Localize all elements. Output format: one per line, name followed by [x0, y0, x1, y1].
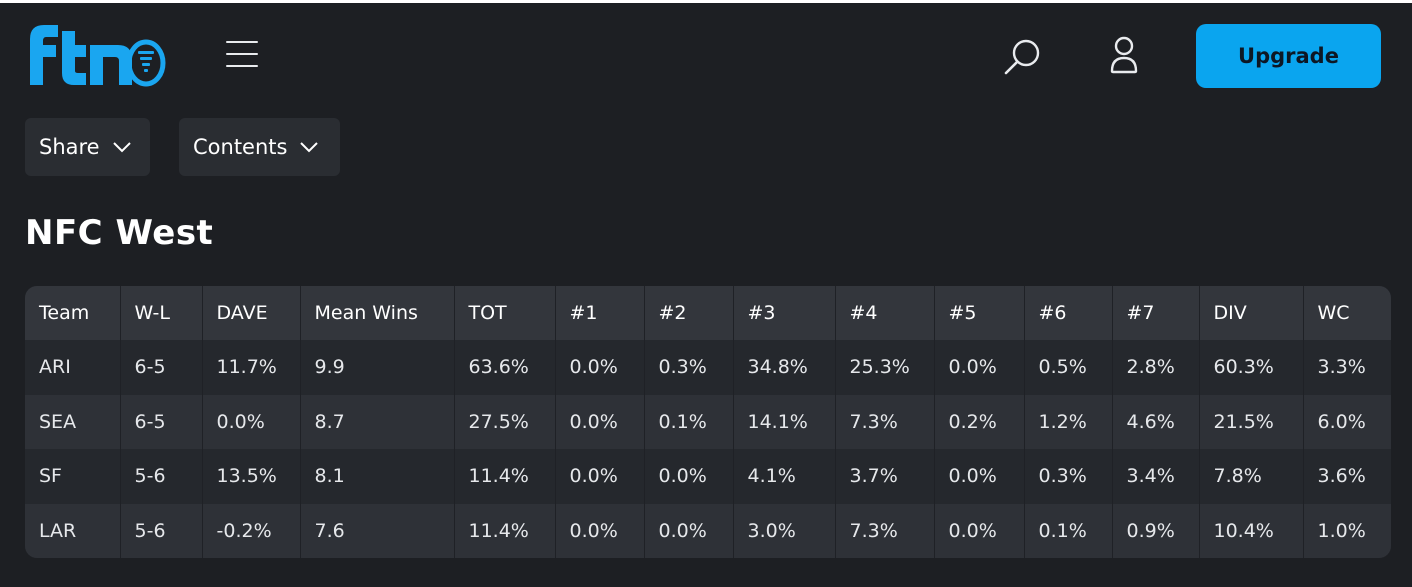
table-cell: 6-5: [120, 340, 203, 395]
column-header: #1: [555, 286, 645, 340]
standings-table: Team W-L DAVE Mean Wins TOT #1 #2 #3 #4 #5 #6 #7 DIV…: [25, 286, 1391, 558]
table-cell: 2.8%: [1112, 340, 1200, 395]
table-cell: 4.1%: [733, 449, 836, 504]
table-cell: 0.3%: [1024, 449, 1113, 504]
table-cell: 25.3%: [835, 340, 935, 395]
table-cell: 5-6: [120, 449, 203, 504]
upgrade-button[interactable]: Upgrade: [1196, 24, 1381, 88]
hamburger-icon: [226, 41, 258, 43]
table-row: SF 5-6 13.5% 8.1 11.4% 0.0% 0.0% 4.1% 3.7% 0.0% 0.…: [25, 449, 1391, 504]
share-dropdown[interactable]: Share: [25, 118, 150, 176]
column-header: TOT: [454, 286, 556, 340]
search-icon: [1004, 39, 1040, 75]
team-cell: ARI: [25, 340, 121, 395]
table-cell: 34.8%: [733, 340, 836, 395]
contents-label: Contents: [193, 135, 288, 159]
table-cell: 0.0%: [644, 503, 734, 558]
table-cell: 11.4%: [454, 503, 556, 558]
table-cell: 7.6: [300, 503, 455, 558]
contents-dropdown[interactable]: Contents: [179, 118, 340, 176]
team-cell: SF: [25, 449, 121, 504]
column-header: #6: [1024, 286, 1113, 340]
column-header: DAVE: [202, 286, 301, 340]
table-cell: 0.0%: [555, 449, 645, 504]
table-row: ARI 6-5 11.7% 9.9 63.6% 0.0% 0.3% 34.8% 25.3% 0.0…: [25, 340, 1391, 395]
team-cell: LAR: [25, 503, 121, 558]
chevron-down-icon: [112, 142, 131, 153]
chevron-down-icon: [300, 142, 319, 153]
table-cell: 3.7%: [835, 449, 935, 504]
column-header: WC: [1317, 302, 1350, 324]
table-cell: 0.1%: [1024, 503, 1113, 558]
table-cell: 3.4%: [1112, 449, 1200, 504]
search-button[interactable]: [1002, 37, 1044, 79]
table-header-row: Team W-L DAVE Mean Wins TOT #1 #2 #3 #4 #5 #6 #7 DIV…: [25, 286, 1391, 340]
table-row: LAR 5-6 -0.2% 7.6 11.4% 0.0% 0.0% 3.0% 7.3% 0.0% 0…: [25, 503, 1391, 558]
table-cell: 0.0%: [202, 394, 301, 449]
column-header: #5: [934, 286, 1025, 340]
site-header: Upgrade: [0, 3, 1412, 103]
table-cell: 11.7%: [202, 340, 301, 395]
table-cell: 0.0%: [555, 503, 645, 558]
table-cell: 14.1%: [733, 394, 836, 449]
column-header: #7: [1112, 286, 1200, 340]
table-cell: 0.2%: [934, 394, 1025, 449]
table-cell: 0.1%: [644, 394, 734, 449]
ftn-logo[interactable]: [28, 21, 168, 87]
column-header: Mean Wins: [300, 286, 455, 340]
table-cell: 0.0%: [644, 449, 734, 504]
table-cell: 7.8%: [1199, 449, 1304, 504]
column-header: W-L: [120, 286, 203, 340]
table-cell: 0.5%: [1024, 340, 1113, 395]
table-cell: 27.5%: [454, 394, 556, 449]
menu-button[interactable]: [226, 41, 260, 69]
account-button[interactable]: [1104, 35, 1144, 79]
section-title: NFC West: [25, 213, 214, 253]
share-label: Share: [39, 135, 100, 159]
table-cell: 4.6%: [1112, 394, 1200, 449]
table-row: SEA 6-5 0.0% 8.7 27.5% 0.0% 0.1% 14.1% 7.3% 0.2% 1…: [25, 394, 1391, 449]
table-cell: 10.4%: [1199, 503, 1304, 558]
table-cell: 6.0%: [1317, 410, 1366, 433]
table-cell: 63.6%: [454, 340, 556, 395]
column-header: #3: [733, 286, 836, 340]
table-cell: 60.3%: [1199, 340, 1304, 395]
table-cell: 3.6%: [1317, 465, 1366, 488]
column-header: DIV: [1199, 286, 1304, 340]
table-cell: 0.0%: [555, 394, 645, 449]
table-cell: 3.0%: [733, 503, 836, 558]
table-cell: 0.0%: [555, 340, 645, 395]
table-cell: -0.2%: [202, 503, 301, 558]
table-cell: 7.3%: [835, 503, 935, 558]
table-cell: 0.9%: [1112, 503, 1200, 558]
top-border: [0, 0, 1412, 3]
column-header: Team: [25, 286, 121, 340]
table-cell: 0.0%: [934, 340, 1025, 395]
user-icon: [1110, 36, 1138, 74]
table-cell: 0.0%: [934, 449, 1025, 504]
table-cell: 5-6: [120, 503, 203, 558]
table-cell: 6-5: [120, 394, 203, 449]
table-cell: 21.5%: [1199, 394, 1304, 449]
table-cell: 7.3%: [835, 394, 935, 449]
table-cell: 3.3%: [1317, 356, 1366, 379]
table-cell: 0.3%: [644, 340, 734, 395]
table-cell: 9.9: [300, 340, 455, 395]
table-cell: 1.0%: [1317, 519, 1366, 542]
ftn-logo-icon: [30, 25, 166, 87]
table-cell: 13.5%: [202, 449, 301, 504]
team-cell: SEA: [25, 394, 121, 449]
column-header: #2: [644, 286, 734, 340]
table-cell: 1.2%: [1024, 394, 1113, 449]
table-cell: 8.1: [300, 449, 455, 504]
table-cell: 8.7: [300, 394, 455, 449]
table-cell: 11.4%: [454, 449, 556, 504]
column-header: #4: [835, 286, 935, 340]
table-cell: 0.0%: [934, 503, 1025, 558]
